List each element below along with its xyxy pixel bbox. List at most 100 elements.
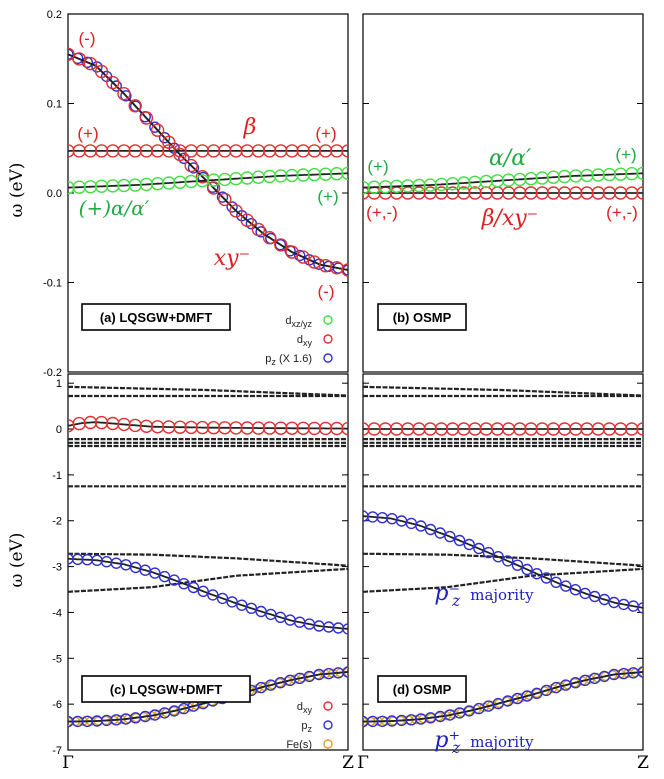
band-marker (389, 179, 404, 194)
band-marker (120, 90, 132, 102)
band-marker (463, 538, 475, 551)
band-marker (110, 80, 123, 92)
band-marker (602, 186, 617, 200)
band-marker (363, 422, 370, 436)
band-marker (378, 422, 393, 436)
band-marker (218, 421, 232, 435)
y-tick-label: -6 (52, 699, 62, 711)
band-annotation: (+) (615, 145, 636, 164)
band-annotation: (+) (77, 124, 98, 143)
band-marker (150, 123, 165, 137)
band-marker (613, 167, 628, 181)
band-marker (206, 144, 221, 158)
band-marker (274, 169, 288, 183)
panel-c: 1 0 -1 -2 -3 -4 -5 -6 -7 (c) LQSGW+DMFT dxy pz Fe(s) (52, 373, 349, 757)
band-marker (81, 56, 94, 68)
band-marker (251, 144, 266, 158)
band-marker (546, 170, 561, 184)
band-marker (195, 174, 210, 188)
band-line (68, 567, 348, 593)
band-marker (412, 186, 426, 200)
band-marker (216, 592, 229, 605)
y-tick-label: -2 (52, 516, 62, 528)
band-marker (117, 86, 131, 101)
band-annotation: (+) (315, 124, 336, 143)
band-annotation: p⁺z majority (434, 728, 534, 757)
band-marker (162, 144, 176, 158)
band-marker (150, 176, 165, 191)
band-marker (240, 144, 254, 158)
band-marker (162, 420, 176, 434)
band-marker (158, 570, 171, 583)
y-tick-label: 0.2 (47, 9, 62, 21)
band-marker (226, 201, 238, 213)
band-series (68, 553, 348, 635)
band-marker (550, 576, 562, 588)
band-series (363, 186, 643, 200)
band-marker (540, 572, 553, 584)
band-series (68, 415, 348, 436)
band-marker (557, 422, 572, 436)
band-marker (490, 422, 505, 436)
band-marker (445, 186, 460, 200)
band-marker (569, 584, 582, 596)
band-marker (139, 144, 154, 158)
band-line (363, 567, 643, 593)
band-marker (94, 64, 109, 79)
y-tick-label: 1 (56, 378, 62, 390)
band-marker (457, 186, 471, 200)
band-annotation: (+) (367, 157, 388, 176)
band-marker (434, 186, 449, 200)
band-marker (330, 144, 344, 158)
band-marker (296, 144, 310, 158)
band-marker (106, 75, 120, 90)
band-marker (117, 144, 131, 158)
band-annotation: (+) (317, 187, 338, 206)
band-annotation: (+,-) (366, 203, 398, 222)
band-marker (216, 191, 229, 203)
band-marker (453, 534, 466, 547)
band-marker (580, 186, 594, 200)
band-annotation: β/xy⁻ (481, 206, 539, 231)
band-marker (457, 176, 471, 190)
band-marker (173, 175, 187, 190)
band-marker (341, 421, 348, 436)
band-marker (206, 421, 221, 435)
band-marker (106, 144, 120, 158)
band-marker (149, 567, 161, 579)
band-marker (178, 578, 190, 590)
plot-area (363, 385, 643, 728)
band-marker (546, 422, 561, 436)
band-marker (149, 121, 161, 133)
band-marker (378, 180, 393, 194)
band-marker (401, 179, 415, 193)
y-tick-label: -0.1 (43, 278, 62, 290)
band-marker (457, 422, 471, 436)
band-marker (229, 144, 243, 158)
band-marker (83, 180, 98, 194)
band-marker (401, 422, 415, 436)
panel-label-box (81, 303, 231, 331)
band-marker (367, 422, 381, 436)
band-series (68, 567, 348, 593)
band-marker (625, 186, 639, 200)
legend-marker (323, 739, 333, 749)
band-marker (285, 245, 299, 259)
band-marker (184, 174, 198, 189)
band-marker (168, 574, 180, 586)
band-annotation: β (243, 115, 257, 140)
band-marker (637, 666, 643, 678)
band-series (68, 385, 348, 397)
legend-marker (323, 353, 333, 363)
band-marker (557, 169, 572, 184)
band-marker (262, 169, 277, 184)
band-marker (434, 177, 449, 192)
band-marker (513, 172, 527, 187)
plot-area (68, 47, 348, 277)
band-marker (262, 144, 277, 158)
band-marker (251, 421, 266, 435)
band-marker (341, 166, 348, 180)
band-series (68, 144, 348, 158)
band-marker (296, 168, 310, 182)
band-marker (535, 171, 549, 185)
